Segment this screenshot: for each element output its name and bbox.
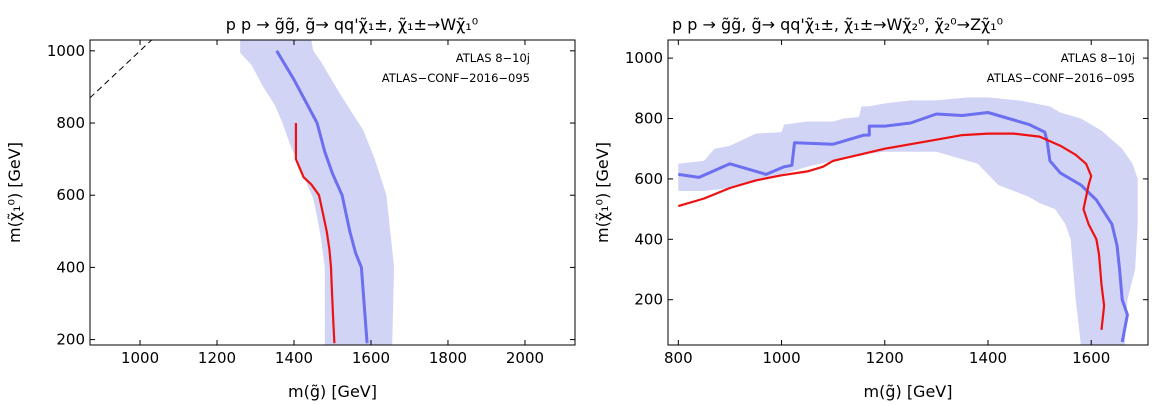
x-axis-label: m(g̃) [GeV] [864, 382, 953, 401]
y-tick-label: 1000 [47, 42, 85, 60]
y-tick-label: 600 [56, 186, 85, 204]
x-tick-label: 2000 [506, 349, 544, 367]
x-tick-label: 1600 [1072, 349, 1110, 367]
chart-2: 800 1000 1200 1400 1600 200 400 600 800 1000 p p →… [593, 15, 1149, 401]
x-tick-label: 1200 [866, 349, 904, 367]
chart-title: p p → g̃g̃, g̃→ qq'χ̃₁±, χ̃₁±→Wχ̃₁⁰ [226, 15, 478, 34]
y-tick-label: 400 [634, 230, 663, 248]
observed-limit-line [294, 123, 336, 344]
annotation-text: ATLAS 8−10j [1061, 51, 1135, 65]
annotation-text: ATLAS−CONF−2016−095 [382, 71, 530, 85]
y-tick-label: 200 [56, 331, 85, 349]
annotation-text: ATLAS 8−10j [456, 51, 530, 65]
chart-title: p p → g̃g̃, g̃→ qq'χ̃₁±, χ̃₁±→Wχ̃₂⁰, χ̃₂… [672, 15, 1003, 34]
x-tick-label: 1400 [275, 349, 313, 367]
x-tick-label: 1600 [352, 349, 390, 367]
expected-limit-line [275, 50, 369, 344]
x-tick-label: 1200 [198, 349, 236, 367]
y-tick-label: 1000 [625, 49, 663, 67]
plot-area [677, 97, 1138, 345]
y-tick-label: 600 [634, 170, 663, 188]
x-axis-label: m(g̃) [GeV] [288, 382, 377, 401]
plot-frame [89, 39, 576, 346]
x-tick-label: 1000 [121, 349, 159, 367]
uncertainty-band [678, 97, 1138, 345]
observed-limit-line [677, 132, 1106, 331]
x-tick-label: 1400 [969, 349, 1007, 367]
y-axis-label: m(χ̃₁⁰) [GeV] [5, 142, 24, 243]
x-tick-label: 1800 [429, 349, 467, 367]
expected-limit-line [678, 111, 1129, 343]
y-tick-label: 400 [56, 258, 85, 276]
plot-frame [667, 39, 1149, 346]
annotation-text: ATLAS−CONF−2016−095 [987, 71, 1135, 85]
y-axis-label: m(χ̃₁⁰) [GeV] [593, 142, 612, 243]
y-tick-label: 200 [634, 291, 663, 309]
plot-area [90, 40, 395, 345]
x-tick-label: 800 [664, 349, 693, 367]
x-tick-label: 1000 [762, 349, 800, 367]
diagonal-dashed-line [90, 40, 152, 99]
chart-1: 1000 1200 1400 1600 1800 2000 200 400 600 800 1000… [5, 15, 576, 401]
y-tick-label: 800 [634, 110, 663, 128]
y-tick-label: 800 [56, 114, 85, 132]
